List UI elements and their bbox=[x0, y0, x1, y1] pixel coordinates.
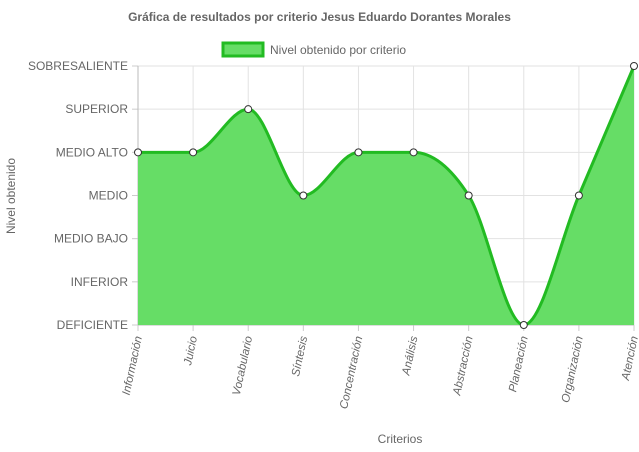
y-tick-label: MEDIO BAJO bbox=[54, 232, 128, 246]
x-tick-label: Síntesis bbox=[290, 335, 310, 378]
data-point[interactable] bbox=[299, 191, 308, 200]
y-tick-label: SUPERIOR bbox=[65, 102, 128, 116]
data-point[interactable] bbox=[630, 62, 638, 70]
legend-label[interactable]: Nivel obtenido por criterio bbox=[270, 43, 406, 57]
data-point[interactable] bbox=[409, 148, 418, 157]
x-tick-label: Vocabulario bbox=[231, 335, 255, 397]
y-tick-label: DEFICIENTE bbox=[57, 318, 128, 332]
data-point[interactable] bbox=[134, 148, 142, 157]
data-point[interactable] bbox=[354, 148, 363, 157]
chart-title: Gráfica de resultados por criterio Jesus… bbox=[128, 10, 511, 24]
y-tick-label: MEDIO bbox=[89, 189, 128, 203]
x-tick-label: Información bbox=[121, 335, 145, 396]
x-axis-ticks: Información Juicio Vocabulario Síntesis Conc… bbox=[121, 335, 639, 411]
x-tick-label: Análisis bbox=[400, 335, 420, 377]
y-tick-label: SOBRESALIENTE bbox=[28, 59, 128, 73]
legend[interactable]: Nivel obtenido por criterio bbox=[221, 41, 406, 58]
data-point[interactable] bbox=[519, 321, 528, 329]
x-tick-label: Organización bbox=[560, 335, 586, 404]
x-tick-label: Abstracción bbox=[451, 335, 475, 397]
y-tick-label: INFERIOR bbox=[71, 275, 129, 289]
data-point[interactable] bbox=[189, 148, 198, 157]
y-axis-ticks: DEFICIENTE INFERIOR MEDIO BAJO MEDIO MEDIO A… bbox=[28, 59, 128, 332]
x-tick-label: Concentración bbox=[338, 335, 365, 410]
data-point[interactable] bbox=[574, 191, 583, 200]
y-axis-title: Nivel obtenido bbox=[4, 158, 18, 234]
x-tick-label: Atención bbox=[620, 335, 639, 382]
legend-swatch[interactable] bbox=[221, 41, 265, 58]
area-fill bbox=[138, 66, 634, 325]
x-axis-title: Criterios bbox=[378, 432, 423, 446]
data-point[interactable] bbox=[244, 105, 253, 114]
y-tick-label: MEDIO ALTO bbox=[56, 145, 128, 159]
data-point[interactable] bbox=[464, 191, 473, 200]
plot-area bbox=[134, 62, 638, 329]
x-tick-label: Juicio bbox=[182, 335, 200, 368]
x-tick-label: Planeación bbox=[507, 335, 531, 393]
